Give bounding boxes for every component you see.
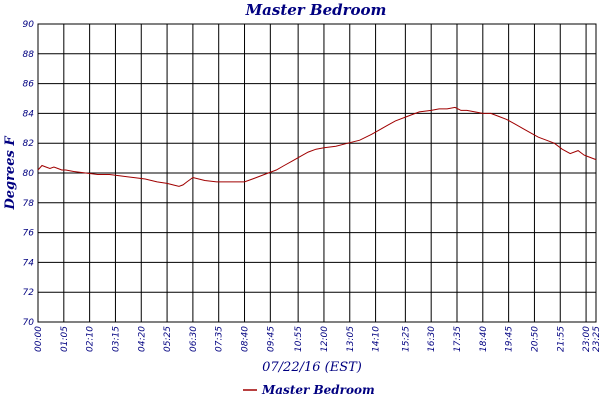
y-tick-label: 76 bbox=[23, 229, 35, 239]
y-tick-label: 82 bbox=[23, 139, 35, 149]
y-tick-label: 80 bbox=[23, 169, 35, 179]
x-tick-label: 13:05 bbox=[346, 326, 356, 352]
y-tick-label: 72 bbox=[23, 288, 35, 298]
x-tick-label: 17:35 bbox=[453, 326, 463, 352]
chart-title: Master Bedroom bbox=[245, 1, 387, 19]
x-tick-labels: 00:00 01:05 02:10 03:15 04:20 05:25 06:30 07:35… bbox=[34, 326, 600, 352]
x-tick-label: 06:30 bbox=[189, 326, 199, 352]
x-tick-label: 19:45 bbox=[505, 326, 515, 352]
x-tick-label: 03:15 bbox=[111, 326, 121, 352]
x-tick-label: 09:45 bbox=[266, 326, 276, 352]
y-tick-label: 90 bbox=[23, 20, 35, 30]
y-tick-label: 88 bbox=[23, 50, 35, 60]
y-tick-label: 84 bbox=[23, 109, 35, 119]
x-tick-label: 23:25 bbox=[592, 326, 600, 352]
x-axis-label: 07/22/16 (EST) bbox=[262, 360, 362, 375]
legend-label: Master Bedroom bbox=[261, 383, 375, 397]
legend: Master Bedroom bbox=[243, 383, 375, 397]
x-tick-label: 00:00 bbox=[34, 326, 44, 352]
y-tick-label: 70 bbox=[23, 318, 35, 328]
y-tick-label: 74 bbox=[23, 258, 35, 268]
x-tick-label: 12:00 bbox=[320, 326, 330, 352]
series-line-master-bedroom bbox=[37, 106, 597, 187]
x-tick-label: 02:10 bbox=[86, 326, 96, 352]
x-tick-label: 08:40 bbox=[241, 326, 251, 352]
x-tick-label: 14:10 bbox=[372, 326, 382, 352]
grid-lines bbox=[37, 23, 597, 323]
x-tick-label: 10:55 bbox=[294, 326, 304, 352]
y-tick-labels: 70 72 74 76 78 80 82 84 86 88 90 bbox=[23, 20, 35, 328]
x-tick-label: 15:25 bbox=[401, 326, 411, 352]
x-tick-label: 23:00 bbox=[582, 326, 592, 352]
y-axis-label: Degrees F bbox=[3, 136, 18, 211]
x-tick-label: 18:40 bbox=[479, 326, 489, 352]
x-tick-label: 01:05 bbox=[60, 326, 70, 352]
x-tick-label: 21:55 bbox=[556, 326, 566, 352]
x-tick-label: 20:50 bbox=[530, 326, 540, 352]
y-tick-label: 78 bbox=[23, 199, 35, 209]
x-tick-label: 16:30 bbox=[427, 326, 437, 352]
y-tick-label: 86 bbox=[23, 80, 35, 90]
x-tick-label: 04:20 bbox=[137, 326, 147, 352]
x-tick-label: 07:35 bbox=[215, 326, 225, 352]
x-tick-label: 05:25 bbox=[163, 326, 173, 352]
